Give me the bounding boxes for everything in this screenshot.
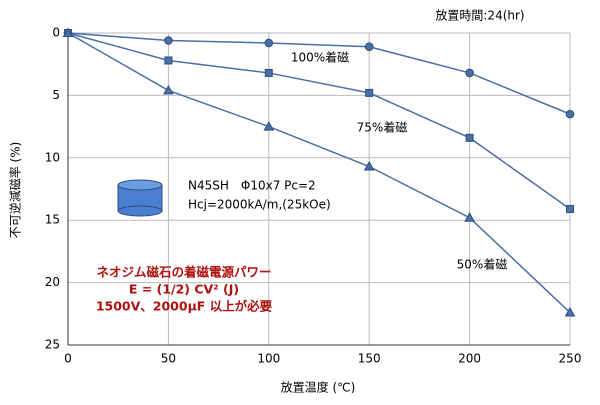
series-label: 100%着磁 bbox=[291, 50, 349, 65]
marker bbox=[564, 307, 576, 317]
marker bbox=[264, 38, 274, 48]
marker bbox=[164, 36, 173, 45]
marker bbox=[464, 212, 475, 222]
y-tick-label: 10 bbox=[45, 150, 60, 164]
marker bbox=[62, 27, 74, 37]
y-tick-label: 20 bbox=[45, 275, 60, 289]
magnet-note: N45SH Φ10x7 Pc=2 bbox=[188, 179, 316, 193]
marker bbox=[365, 88, 374, 97]
series-line bbox=[67, 32, 571, 210]
magnet-note: Hcj=2000kA/m,(25kOe) bbox=[188, 198, 331, 212]
series-label: 75%着磁 bbox=[357, 120, 408, 135]
marker bbox=[363, 161, 375, 171]
x-tick-label: 50 bbox=[161, 352, 176, 366]
marker bbox=[263, 121, 275, 131]
marker bbox=[163, 84, 174, 95]
x-axis-label: 放置温度 (℃) bbox=[281, 380, 356, 395]
cylinder-icon bbox=[117, 179, 163, 217]
y-tick-label: 25 bbox=[45, 338, 60, 352]
y-tick-label: 5 bbox=[52, 88, 60, 102]
series-label: 50%着磁 bbox=[457, 257, 508, 272]
power-note: ネオジム磁石の着磁電源パワー bbox=[96, 265, 271, 280]
marker bbox=[465, 68, 474, 78]
marker bbox=[465, 133, 474, 142]
x-tick-label: 0 bbox=[64, 352, 72, 366]
power-note: E = (1/2) CV² (J) bbox=[129, 282, 239, 297]
power-note: 1500V、2000μF 以上が必要 bbox=[96, 299, 273, 314]
marker bbox=[565, 109, 575, 119]
marker bbox=[164, 56, 173, 65]
marker bbox=[264, 68, 273, 77]
x-tick-label: 150 bbox=[358, 352, 381, 366]
x-tick-label: 100 bbox=[257, 352, 280, 366]
marker bbox=[566, 204, 574, 213]
series-line bbox=[67, 32, 571, 115]
x-tick-label: 200 bbox=[458, 352, 481, 366]
y-tick-label: 0 bbox=[52, 26, 60, 40]
y-tick-label: 15 bbox=[45, 213, 60, 227]
x-tick-label: 250 bbox=[559, 352, 582, 366]
marker bbox=[364, 42, 374, 52]
top-note: 放置時間:24(hr) bbox=[435, 8, 524, 23]
y-axis-label: 不可逆減磁率 (%) bbox=[8, 142, 23, 239]
series-line bbox=[67, 32, 571, 314]
